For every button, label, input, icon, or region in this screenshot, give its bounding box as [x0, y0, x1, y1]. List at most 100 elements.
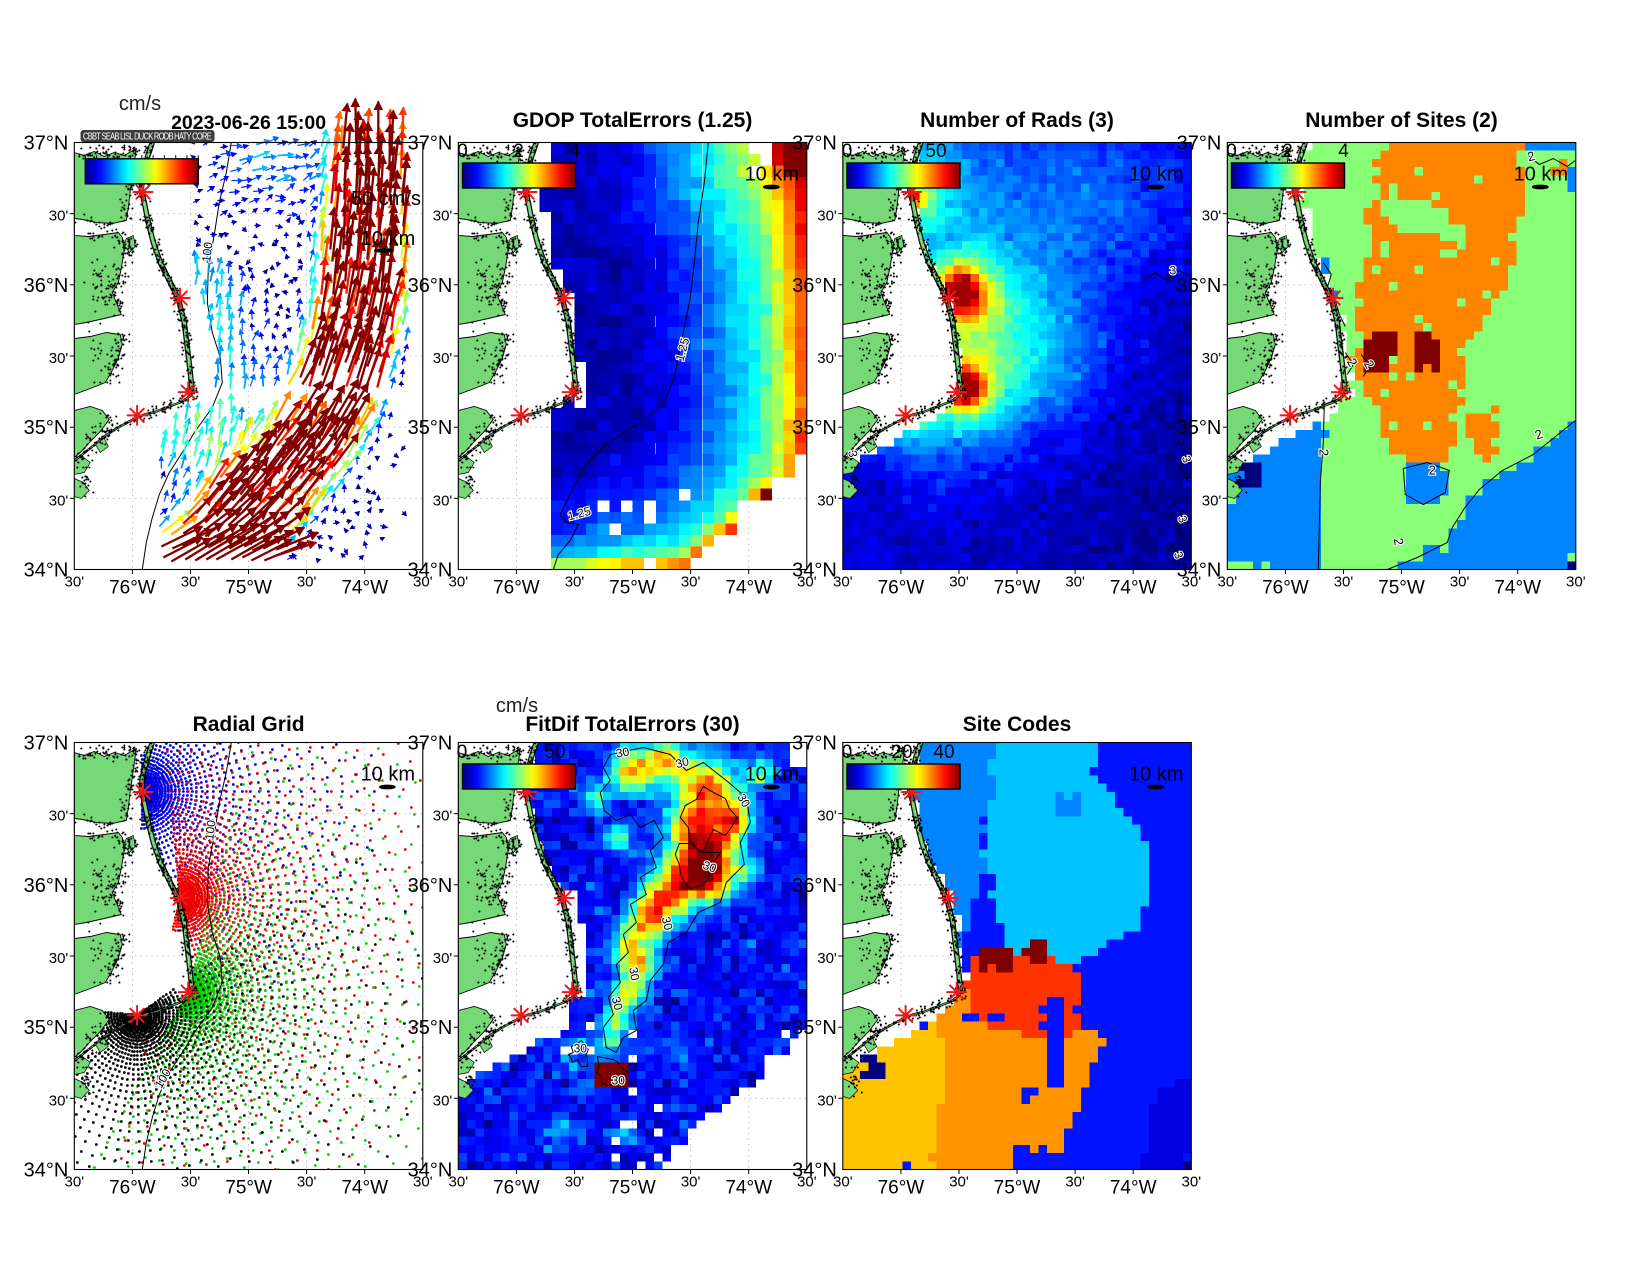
svg-text:3: 3	[1169, 264, 1176, 278]
svg-text:2: 2	[1282, 141, 1293, 162]
svg-text:30': 30'	[297, 574, 317, 591]
svg-text:30': 30'	[449, 1174, 469, 1191]
svg-text:30': 30'	[833, 1174, 853, 1191]
svg-text:75°W: 75°W	[225, 578, 272, 599]
svg-text:30': 30'	[949, 574, 969, 591]
svg-text:35°N: 35°N	[24, 417, 69, 439]
svg-text:20: 20	[891, 742, 912, 763]
svg-text:37°N: 37°N	[408, 733, 453, 755]
svg-text:30': 30'	[1566, 574, 1586, 591]
svg-text:GDOP TotalErrors (1.25): GDOP TotalErrors (1.25)	[513, 109, 753, 132]
svg-text:30: 30	[626, 966, 642, 982]
svg-text:10 km: 10 km	[361, 228, 415, 250]
svg-text:50: 50	[925, 141, 946, 162]
svg-text:75°W: 75°W	[994, 578, 1041, 599]
svg-text:74°W: 74°W	[341, 578, 388, 599]
svg-text:37°N: 37°N	[408, 133, 453, 155]
svg-text:75°W: 75°W	[1378, 578, 1425, 599]
svg-text:30': 30'	[1218, 574, 1238, 591]
svg-text:30': 30'	[817, 950, 837, 967]
svg-text:30: 30	[674, 754, 691, 771]
svg-text:30': 30'	[817, 208, 837, 225]
svg-text:30': 30'	[433, 350, 453, 367]
svg-text:34°N: 34°N	[24, 1160, 69, 1182]
svg-text:30': 30'	[49, 1092, 69, 1109]
svg-text:30: 30	[574, 1042, 588, 1056]
svg-text:30': 30'	[49, 808, 69, 825]
svg-text:Radial Grid: Radial Grid	[193, 713, 305, 736]
svg-text:10 km: 10 km	[745, 764, 799, 786]
svg-text:30': 30'	[797, 574, 817, 591]
svg-text:10 km: 10 km	[1129, 764, 1183, 786]
svg-text:30': 30'	[1065, 574, 1085, 591]
svg-text:35°N: 35°N	[1177, 417, 1222, 439]
svg-text:30: 30	[609, 995, 626, 1012]
svg-text:76°W: 76°W	[109, 1178, 156, 1199]
svg-text:0: 0	[457, 742, 468, 763]
svg-text:0: 0	[457, 141, 468, 162]
svg-text:74°W: 74°W	[1110, 578, 1157, 599]
svg-text:35°N: 35°N	[24, 1017, 69, 1039]
svg-text:2: 2	[1316, 449, 1331, 456]
svg-text:30': 30'	[681, 574, 701, 591]
svg-text:40: 40	[933, 742, 954, 763]
svg-text:4: 4	[569, 141, 580, 162]
svg-text:cm/s: cm/s	[496, 695, 538, 717]
svg-text:50 cm/s: 50 cm/s	[351, 188, 421, 210]
svg-text:36°N: 36°N	[1177, 275, 1222, 297]
svg-text:30': 30'	[1065, 1174, 1085, 1191]
svg-text:30': 30'	[1202, 492, 1222, 509]
svg-text:30': 30'	[797, 1174, 817, 1191]
svg-text:74°W: 74°W	[1494, 578, 1541, 599]
svg-text:10 km: 10 km	[361, 764, 415, 786]
svg-text:34°N: 34°N	[24, 560, 69, 582]
svg-text:30': 30'	[1182, 574, 1202, 591]
svg-text:36°N: 36°N	[792, 875, 837, 897]
svg-text:37°N: 37°N	[24, 733, 69, 755]
svg-text:76°W: 76°W	[493, 578, 540, 599]
svg-text:36°N: 36°N	[408, 875, 453, 897]
svg-text:34°N: 34°N	[408, 1160, 453, 1182]
svg-text:CBBT SEAB LISL DUCK RODB HATY: CBBT SEAB LISL DUCK RODB HATY CORE	[83, 131, 212, 143]
svg-text:30': 30'	[433, 492, 453, 509]
svg-text:30': 30'	[565, 1174, 585, 1191]
svg-text:30': 30'	[413, 574, 433, 591]
svg-text:76°W: 76°W	[109, 578, 156, 599]
svg-text:Number of Sites (2): Number of Sites (2)	[1305, 109, 1498, 132]
svg-text:2: 2	[513, 141, 524, 162]
svg-text:30: 30	[659, 915, 676, 932]
svg-text:10 km: 10 km	[745, 164, 799, 186]
svg-text:34°N: 34°N	[792, 560, 837, 582]
svg-text:30: 30	[612, 1074, 626, 1088]
svg-text:30': 30'	[681, 1174, 701, 1191]
svg-text:30': 30'	[449, 574, 469, 591]
svg-text:10 km: 10 km	[1514, 164, 1568, 186]
svg-text:30': 30'	[817, 492, 837, 509]
svg-text:30': 30'	[817, 350, 837, 367]
svg-text:74°W: 74°W	[725, 578, 772, 599]
svg-text:35°N: 35°N	[792, 417, 837, 439]
svg-text:30': 30'	[433, 950, 453, 967]
svg-text:50: 50	[544, 742, 565, 763]
svg-text:30: 30	[615, 744, 631, 760]
svg-text:30': 30'	[49, 492, 69, 509]
svg-text:30': 30'	[817, 808, 837, 825]
svg-text:76°W: 76°W	[1262, 578, 1309, 599]
svg-text:30': 30'	[1202, 208, 1222, 225]
svg-text:30': 30'	[1182, 1174, 1202, 1191]
svg-text:37°N: 37°N	[792, 733, 837, 755]
svg-text:76°W: 76°W	[493, 1178, 540, 1199]
svg-text:30': 30'	[1202, 350, 1222, 367]
svg-text:30': 30'	[49, 208, 69, 225]
svg-text:4: 4	[1338, 141, 1349, 162]
svg-text:30': 30'	[1334, 574, 1354, 591]
svg-text:74°W: 74°W	[1110, 1178, 1157, 1199]
svg-text:3: 3	[845, 449, 860, 458]
svg-text:30': 30'	[949, 1174, 969, 1191]
svg-text:36°N: 36°N	[408, 275, 453, 297]
svg-text:2: 2	[1391, 537, 1407, 547]
svg-text:37°N: 37°N	[1177, 133, 1222, 155]
svg-text:74°W: 74°W	[341, 1178, 388, 1199]
svg-text:30': 30'	[565, 574, 585, 591]
svg-text:36°N: 36°N	[24, 875, 69, 897]
